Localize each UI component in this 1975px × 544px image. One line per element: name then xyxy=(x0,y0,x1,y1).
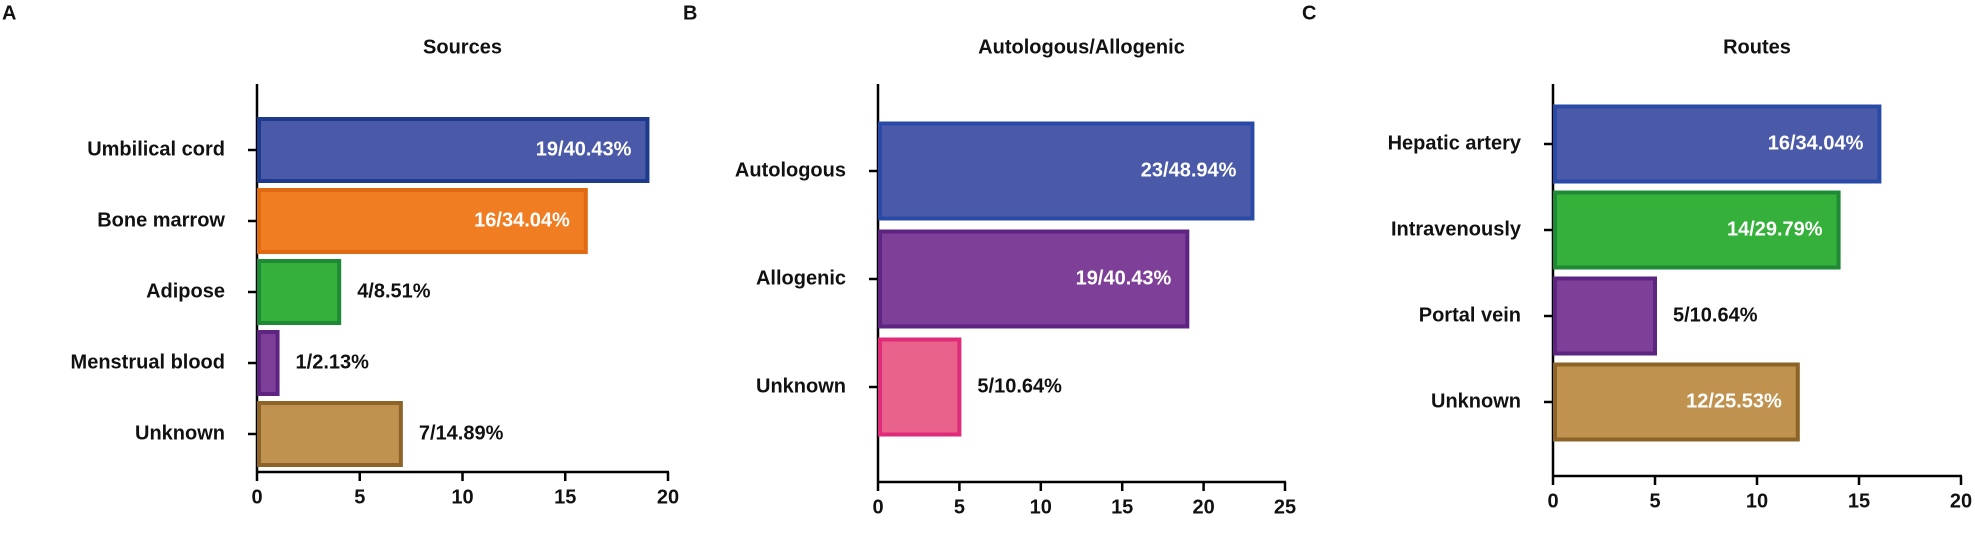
value-label: 4/8.51% xyxy=(357,280,431,302)
y-tick-label: Hepatic artery xyxy=(1388,132,1522,154)
value-label: 19/40.43% xyxy=(536,138,632,160)
value-label: 1/2.13% xyxy=(296,351,370,373)
x-tick-label: 5 xyxy=(354,486,365,508)
chart-title: Sources xyxy=(423,36,502,58)
bar xyxy=(257,117,650,183)
value-label: 16/34.04% xyxy=(1768,132,1864,154)
value-label: 7/14.89% xyxy=(419,422,504,444)
x-tick-label: 10 xyxy=(451,486,473,508)
value-label: 16/34.04% xyxy=(474,209,570,231)
x-tick-label: 20 xyxy=(657,486,679,508)
chart-title: Autologous/Allogenic xyxy=(978,36,1185,58)
y-tick-label: Unknown xyxy=(756,375,846,397)
y-tick-label: Portal vein xyxy=(1419,304,1521,326)
bar xyxy=(1553,276,1657,356)
value-label: 5/10.64% xyxy=(1673,304,1758,326)
bar xyxy=(257,188,588,254)
chart-title: Routes xyxy=(1723,36,1791,58)
y-tick-label: Menstrual blood xyxy=(71,351,225,373)
value-label: 5/10.64% xyxy=(977,375,1062,397)
y-tick-label: Adipose xyxy=(146,280,225,302)
bar xyxy=(1553,190,1841,270)
value-label: 14/29.79% xyxy=(1727,218,1823,240)
panel-label: A xyxy=(2,2,16,24)
y-tick-label: Autologous xyxy=(735,159,846,181)
x-tick-label: 5 xyxy=(1649,490,1660,512)
y-tick-label: Bone marrow xyxy=(97,209,225,231)
bar xyxy=(878,229,1190,329)
bar xyxy=(878,337,962,437)
bar xyxy=(257,401,403,467)
value-label: 19/40.43% xyxy=(1076,267,1172,289)
x-tick-label: 5 xyxy=(954,496,965,518)
y-tick-label: Unknown xyxy=(1431,390,1521,412)
y-tick-label: Allogenic xyxy=(756,267,846,289)
value-label: 23/48.94% xyxy=(1141,159,1237,181)
bar xyxy=(1553,362,1800,442)
x-tick-label: 20 xyxy=(1192,496,1214,518)
y-tick-label: Umbilical cord xyxy=(87,138,225,160)
y-tick-label: Intravenously xyxy=(1391,218,1522,240)
panel-label: C xyxy=(1302,2,1316,24)
x-tick-label: 15 xyxy=(554,486,576,508)
bar xyxy=(257,259,342,325)
panel-label: B xyxy=(683,2,697,24)
y-tick-label: Unknown xyxy=(135,422,225,444)
bar xyxy=(878,121,1255,221)
bar xyxy=(1553,104,1882,184)
x-tick-label: 10 xyxy=(1746,490,1768,512)
value-label: 12/25.53% xyxy=(1686,390,1782,412)
x-tick-label: 15 xyxy=(1111,496,1133,518)
x-tick-label: 0 xyxy=(1547,490,1558,512)
x-tick-label: 25 xyxy=(1274,496,1296,518)
bar xyxy=(257,330,280,396)
x-tick-label: 10 xyxy=(1030,496,1052,518)
x-tick-label: 15 xyxy=(1848,490,1870,512)
x-tick-label: 20 xyxy=(1950,490,1972,512)
x-tick-label: 0 xyxy=(872,496,883,518)
x-tick-label: 0 xyxy=(251,486,262,508)
